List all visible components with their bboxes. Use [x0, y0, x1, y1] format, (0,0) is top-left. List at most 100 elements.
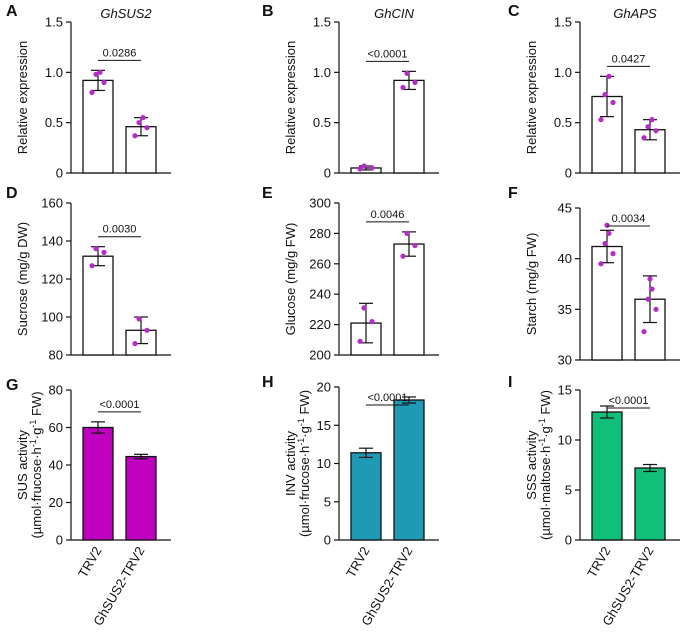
superscript: -1 [28, 439, 38, 447]
p-value-label: 0.0034 [612, 213, 646, 225]
panel-letter: D [6, 185, 18, 202]
p-value-label: <0.0001 [367, 392, 407, 404]
data-point [645, 296, 651, 302]
data-point [144, 327, 150, 333]
data-point [653, 128, 659, 134]
bar-trv2 [350, 452, 382, 541]
panel-e: E 200 220 240 260 280 300 Glucose (mg/g FW) 0.00… [262, 185, 439, 363]
data-point [132, 133, 138, 139]
data-point [101, 249, 107, 255]
data-point [89, 263, 95, 269]
data-point [140, 115, 146, 121]
y-axis-label-line1: SSS activity [524, 430, 539, 500]
y-tick-label: 80 [49, 383, 63, 398]
y-tick-label: 40 [558, 251, 572, 266]
y-tick-label: 100 [41, 310, 63, 325]
y-axis-label: Glucose (mg/g FW) [283, 223, 298, 336]
y-tick-label: 0 [56, 533, 63, 548]
data-point [369, 318, 375, 325]
panel-letter: E [262, 185, 273, 202]
data-point [598, 261, 604, 267]
unit-g: g [29, 428, 44, 435]
y-tick-label: 0 [324, 533, 331, 548]
p-value-label: 0.0427 [612, 53, 646, 65]
panel-letter: B [262, 3, 274, 20]
bar-ghsus2-trv2 [125, 455, 157, 541]
y-tick-label: 35 [558, 302, 572, 317]
superscript: -1 [296, 438, 306, 446]
superscript: -1 [296, 418, 306, 426]
y-tick-label: 10 [317, 456, 331, 471]
bar-trv2 [591, 411, 623, 541]
data-point [101, 79, 107, 85]
data-point [357, 338, 363, 344]
y-tick-label: 1.5 [554, 15, 572, 30]
y-tick-label: 160 [41, 196, 63, 211]
data-point [93, 246, 99, 252]
data-point [136, 316, 142, 322]
y-label-part: (µmol·frucose·h [297, 446, 312, 537]
y-label-part: (µmol·maltose·h [538, 446, 553, 540]
y-tick-label: 0.5 [554, 115, 572, 130]
p-value-label: 0.0046 [371, 209, 405, 221]
y-tick-label: 0.5 [313, 115, 331, 130]
panel-letter: F [508, 185, 518, 202]
y-axis-label: Sucrose (mg/g DW) [15, 222, 30, 336]
data-point [361, 163, 367, 169]
data-point [647, 276, 653, 282]
panel-letter: C [508, 3, 520, 20]
panel-title: GhAPS [613, 6, 657, 21]
panel-title: GhCIN [374, 6, 414, 21]
panel-b: B GhCIN 0 0.5 1.0 1.5 Relative expression <0.00… [262, 3, 439, 181]
y-tick-label: 0 [324, 166, 331, 181]
panel-letter: G [6, 377, 18, 394]
data-point [604, 222, 610, 228]
data-point [653, 306, 659, 312]
panel-f: F 30 35 40 45 Starch (mg/g FW) 0.0034 [508, 185, 680, 368]
y-axis-label: Relative expression [524, 41, 539, 154]
bar-trv2 [82, 255, 114, 356]
y-axis-label: Relative expression [283, 41, 298, 154]
y-axis-label-line1: INV activity [283, 430, 298, 496]
p-value-label: 0.0286 [103, 47, 137, 59]
y-tick-label: 5 [324, 494, 331, 509]
y-tick-label: 30 [558, 353, 572, 368]
p-value-label: <0.0001 [608, 395, 648, 407]
p-value-label: 0.0030 [103, 224, 137, 236]
y-tick-label: 140 [41, 234, 63, 249]
y-tick-label: 15 [558, 383, 572, 398]
data-point [412, 242, 418, 249]
y-tick-label: 40 [49, 458, 63, 473]
y-axis-label-line1: SUS activity [15, 429, 30, 500]
bar-trv2 [82, 79, 114, 174]
data-point [641, 329, 647, 335]
y-tick-label: 20 [49, 495, 63, 510]
data-point [606, 73, 612, 79]
y-label-part: (µmol·frucose·h [29, 447, 44, 538]
y-tick-label: 240 [309, 287, 331, 302]
y-axis-label: Relative expression [15, 41, 30, 154]
y-label-part-end: FW) [538, 390, 553, 418]
bar-ghsus2-trv2 [393, 243, 425, 356]
y-tick-label: 1.0 [313, 65, 331, 80]
panel-c: C GhAPS 0 0.5 1.0 1.5 Relative expression 0.042… [508, 3, 680, 181]
data-point [400, 84, 406, 91]
data-point [610, 99, 616, 106]
data-point [649, 286, 655, 292]
unit-g: g [538, 426, 553, 433]
x-category-label: TRV2 [584, 544, 613, 580]
y-tick-label: 260 [309, 256, 331, 271]
bar-trv2 [591, 245, 623, 361]
y-tick-label: 300 [309, 196, 331, 211]
y-tick-label: 0 [565, 533, 572, 548]
p-value-label: <0.0001 [99, 399, 139, 411]
y-label-part-end: FW) [29, 391, 44, 419]
data-point [404, 230, 410, 236]
data-point [369, 165, 375, 171]
panel-d: D 80 100 120 140 160 Sucrose (mg/g DW) 0.0030 [6, 185, 171, 363]
y-tick-label: 0 [565, 166, 572, 181]
